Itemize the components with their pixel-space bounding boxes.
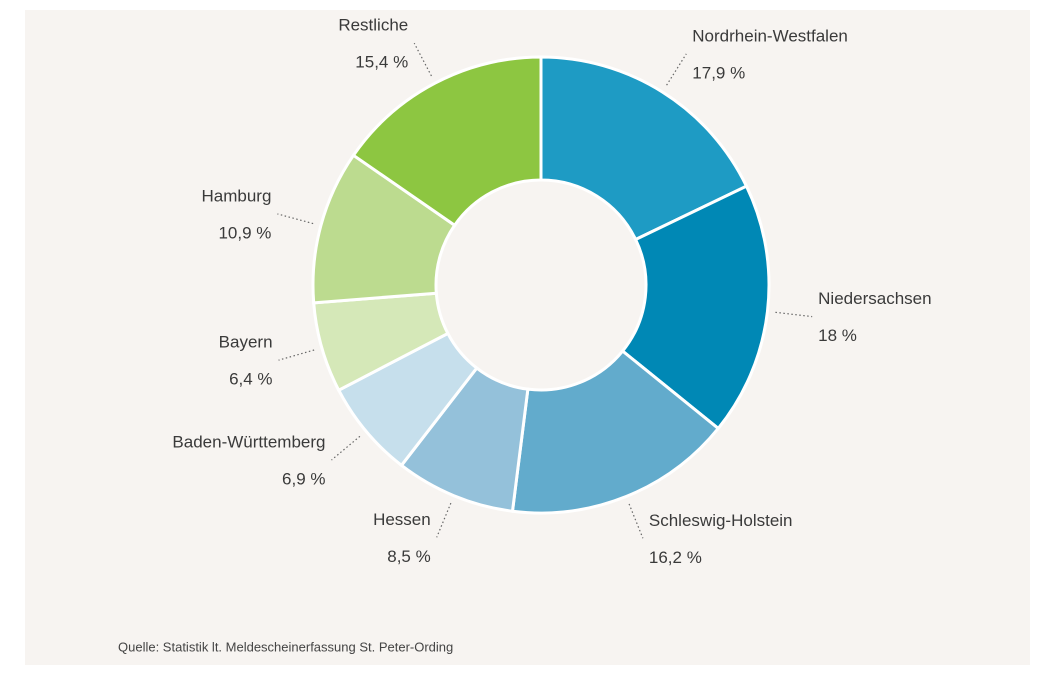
slice-label: Schleswig-Holstein	[649, 511, 793, 530]
slice-label: Niedersachsen	[818, 289, 931, 308]
slice-value-label: 15,4 %	[355, 53, 408, 72]
slice-label: Hessen	[373, 510, 431, 529]
source: Quelle: Statistik lt. Meldescheinerfassu…	[118, 639, 453, 654]
donut-slice	[510, 348, 721, 515]
slice-value-label: 6,4 %	[229, 370, 272, 389]
slice-value-label: 10,9 %	[218, 223, 271, 242]
slice-label: Nordrhein-Westfalen	[692, 26, 848, 45]
donut-slice	[620, 184, 771, 431]
donut-slice	[539, 55, 749, 242]
slice-label: Restliche	[338, 16, 408, 35]
slice-label: Bayern	[219, 333, 273, 352]
donut-slice	[351, 55, 543, 228]
slice-value-label: 16,2 %	[649, 548, 702, 567]
slice-value-label: 17,9 %	[692, 63, 745, 82]
slice-label: Hamburg	[201, 186, 271, 205]
slice-label: Baden-Württemberg	[172, 433, 325, 452]
slice-value-label: 18 %	[818, 326, 857, 345]
slice-value-label: 6,9 %	[282, 470, 325, 489]
slice-value-label: 8,5 %	[387, 547, 430, 566]
